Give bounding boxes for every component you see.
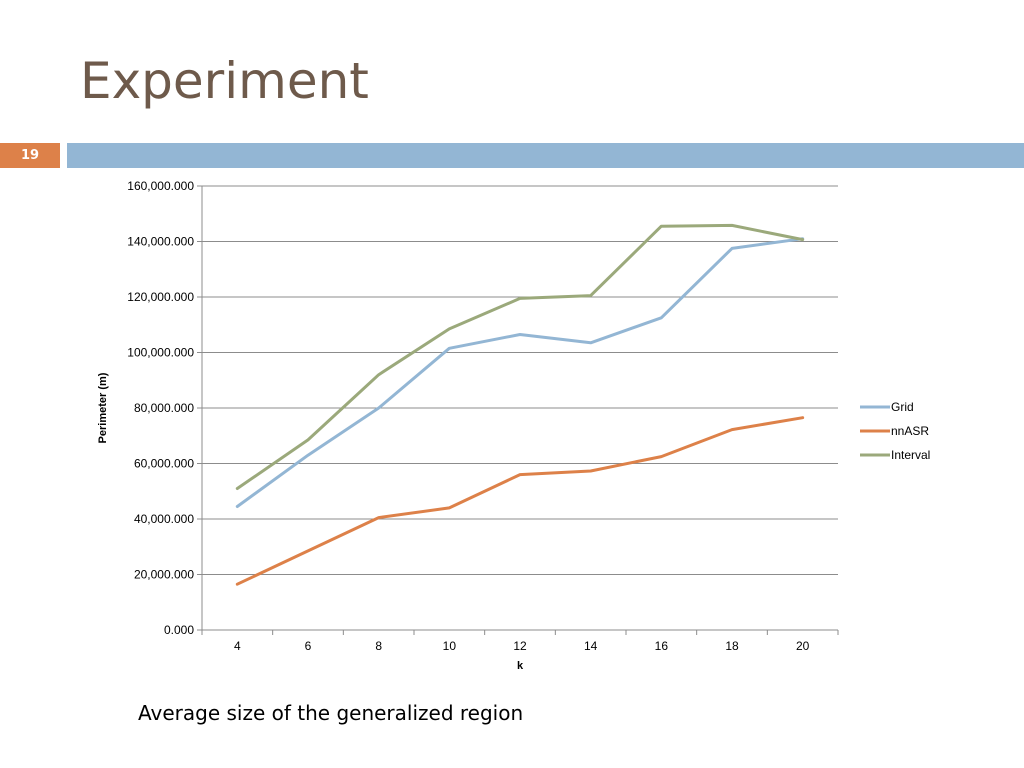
series-line-nnasr — [235, 416, 805, 586]
legend-label: nnASR — [891, 424, 929, 438]
series-lines — [235, 223, 805, 586]
series-line-interval — [235, 223, 805, 490]
x-tick-label: 4 — [234, 639, 241, 653]
legend-label: Interval — [891, 448, 930, 462]
slide-number: 19 — [0, 143, 60, 168]
y-tick-label: 80,000.000 — [134, 401, 194, 415]
chart-caption: Average size of the generalized region — [138, 701, 524, 725]
axes — [197, 185, 839, 635]
x-tick-label: 6 — [305, 639, 312, 653]
y-tick-label: 120,000.000 — [127, 290, 194, 304]
y-tick-label: 60,000.000 — [134, 457, 194, 471]
series-line-grid — [235, 237, 805, 508]
x-tick-label: 20 — [796, 639, 810, 653]
x-tick-label: 10 — [443, 639, 457, 653]
header-bar — [67, 143, 1024, 168]
y-tick-label: 20,000.000 — [134, 568, 194, 582]
legend-label: Grid — [891, 400, 914, 414]
y-tick-label: 160,000.000 — [127, 179, 194, 193]
y-tick-label: 100,000.000 — [127, 346, 194, 360]
legend: Grid nnASR Interval — [860, 400, 930, 462]
x-tick-label: 16 — [655, 639, 669, 653]
y-tick-label: 40,000.000 — [134, 512, 194, 526]
x-tick-label: 14 — [584, 639, 598, 653]
y-tick-label: 140,000.000 — [127, 235, 194, 249]
tick-labels: 0.000 20,000.000 40,000.000 60,000.000 80,00… — [127, 179, 809, 653]
gridlines — [202, 185, 838, 575]
x-axis-title: k — [517, 660, 524, 672]
slide-title: Experiment — [80, 52, 369, 110]
y-axis-title: Perimeter (m) — [97, 372, 109, 443]
x-tick-label: 18 — [725, 639, 739, 653]
x-tick-label: 12 — [513, 639, 527, 653]
x-tick-label: 8 — [375, 639, 382, 653]
y-tick-label: 0.000 — [164, 623, 194, 637]
